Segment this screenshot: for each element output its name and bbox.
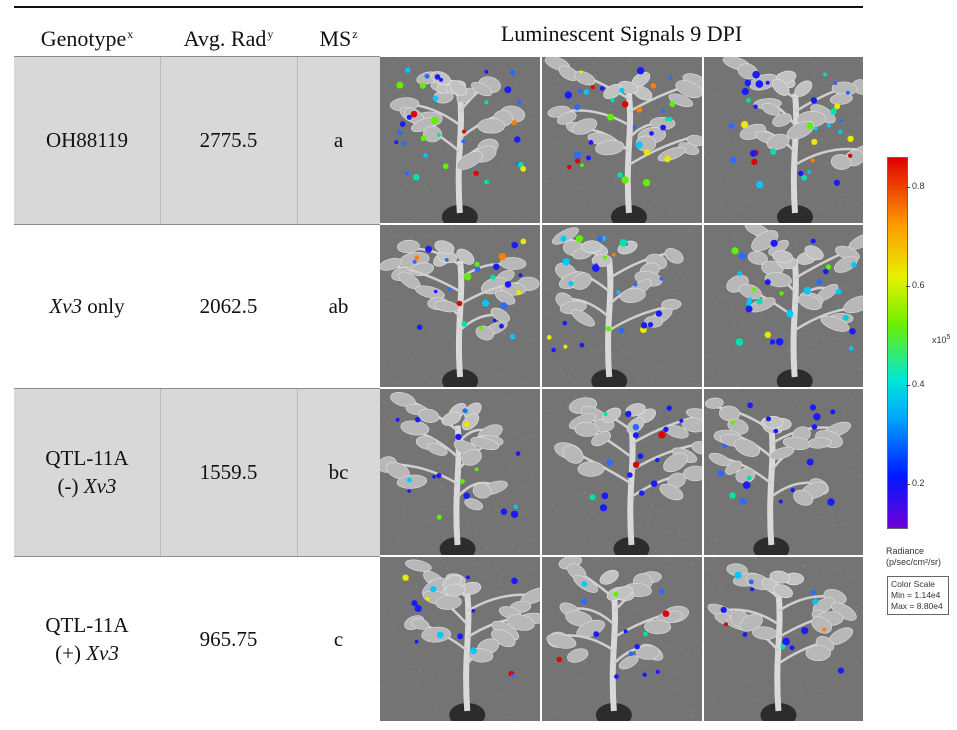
plant-bioluminescence-image bbox=[380, 557, 540, 721]
plant-bioluminescence-image bbox=[704, 389, 863, 555]
avg-rad-cell-2: 2062.5 bbox=[199, 294, 258, 318]
tick-mark bbox=[906, 286, 910, 287]
radiance-color-bar bbox=[887, 157, 908, 529]
header-signals: Luminescent Signals 9 DPI bbox=[500, 21, 743, 46]
column-separator bbox=[160, 56, 161, 224]
tick-mark bbox=[906, 187, 910, 188]
color-scale-box: Color Scale Min = 1.14e4 Max = 8.80e4 bbox=[887, 576, 949, 615]
plant-bioluminescence-image bbox=[380, 389, 540, 555]
avg-rad-cell-4: 965.75 bbox=[199, 627, 258, 651]
tick-mark bbox=[906, 385, 910, 386]
ms-cell-2: ab bbox=[328, 294, 349, 318]
genotype-cell-2: Xv3 only bbox=[49, 294, 125, 318]
row-divider bbox=[14, 224, 380, 225]
plant-bioluminescence-image bbox=[380, 225, 540, 387]
scale-exponent: x105 bbox=[932, 334, 951, 345]
row-bg-1 bbox=[14, 56, 380, 224]
row-divider bbox=[14, 556, 380, 557]
plant-bioluminescence-image bbox=[380, 57, 540, 223]
table-top-rule bbox=[14, 6, 863, 8]
tick-label: 0.8 bbox=[912, 181, 925, 191]
plant-bioluminescence-image bbox=[542, 225, 702, 387]
ms-cell-1: a bbox=[333, 128, 344, 152]
column-separator bbox=[160, 388, 161, 556]
row-divider bbox=[14, 56, 380, 57]
ms-cell-4: c bbox=[333, 627, 344, 651]
tick-label: 0.6 bbox=[912, 280, 925, 290]
row-bg-3 bbox=[14, 388, 380, 556]
tick-mark bbox=[906, 484, 910, 485]
column-separator bbox=[297, 56, 298, 224]
avg-rad-cell-3: 1559.5 bbox=[199, 460, 258, 484]
plant-bioluminescence-image bbox=[704, 557, 863, 721]
genotype-cell-3: QTL-11A (-) Xv3 bbox=[45, 446, 129, 498]
plant-bioluminescence-image bbox=[542, 57, 702, 223]
genotype-cell-4: QTL-11A (+) Xv3 bbox=[45, 613, 129, 665]
plant-bioluminescence-image bbox=[542, 557, 702, 721]
plant-bioluminescence-image bbox=[542, 389, 702, 555]
tick-label: 0.4 bbox=[912, 379, 925, 389]
row-divider bbox=[14, 388, 380, 389]
header-avg-rad: Avg. Rady bbox=[183, 26, 274, 51]
ms-cell-3: bc bbox=[328, 460, 349, 484]
plant-bioluminescence-image bbox=[704, 225, 863, 387]
genotype-cell-1: OH88119 bbox=[45, 128, 129, 152]
header-genotype: Genotypex bbox=[40, 26, 134, 51]
plant-bioluminescence-image bbox=[704, 57, 863, 223]
avg-rad-cell-1: 2775.5 bbox=[199, 128, 258, 152]
radiance-unit-label: Radiance (p/sec/cm²/sr) bbox=[886, 546, 941, 567]
header-ms: MSz bbox=[319, 26, 358, 51]
tick-label: 0.2 bbox=[912, 478, 925, 488]
column-separator bbox=[297, 388, 298, 556]
